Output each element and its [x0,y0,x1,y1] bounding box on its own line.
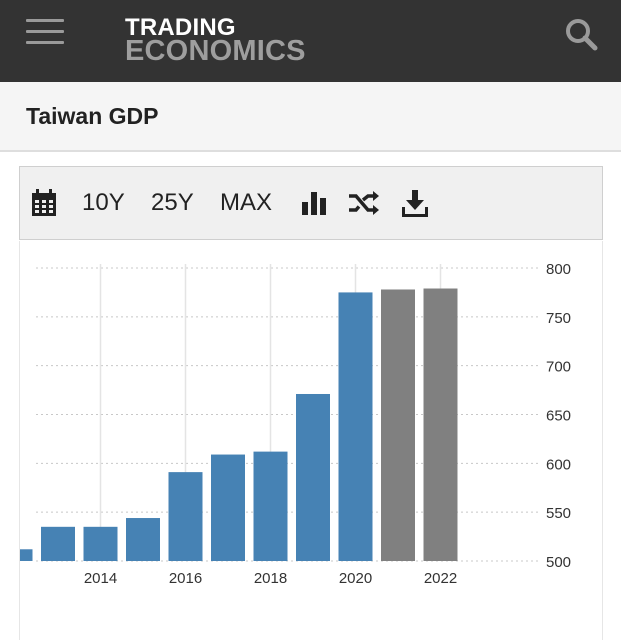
logo-top-text: TRADING [125,14,236,41]
forecast-bar [423,288,458,561]
range-10y-label: 10Y [82,189,125,216]
y-tick-label: 600 [546,456,571,473]
chart-toolbar: 10Y 25Y MAX [19,166,603,240]
gdp-bar [253,451,288,561]
y-tick-label: 700 [546,359,571,376]
shuffle-icon[interactable] [348,167,380,239]
range-10y-button[interactable]: 10Y [82,167,125,239]
page-title: Taiwan GDP [26,103,159,129]
gdp-bar [338,292,373,561]
gdp-bar-chart: 500 550 600 650 700 750 800 2014 2016 2018 2020 202… [20,261,571,587]
logo-bottom-text: ECONOMICS [125,35,306,67]
y-tick-label: 550 [546,505,571,522]
download-icon[interactable] [402,167,428,239]
y-tick-label: 650 [546,408,571,425]
x-tick-label: 2022 [424,570,457,587]
forecast-bar [381,289,415,561]
bar-chart-icon[interactable] [301,167,327,239]
range-max-label: MAX [220,189,273,216]
x-tick-label: 2018 [254,570,287,587]
gdp-bar [41,526,75,561]
gdp-bar [296,393,330,561]
y-tick-label: 800 [546,261,571,278]
x-tick-label: 2020 [339,570,372,587]
y-tick-label: 500 [546,554,571,571]
title-bar [0,82,621,152]
gdp-bar [126,518,160,561]
gdp-bar [211,454,245,561]
trading-economics-logo[interactable]: TRADING ECONOMICS [125,16,306,66]
gdp-bar [20,549,33,561]
hamburger-menu-icon[interactable] [26,19,64,45]
top-navigation-bar: TRADING ECONOMICS [0,0,621,82]
x-tick-label: 2014 [84,570,117,587]
gdp-bar [168,472,203,561]
y-tick-label: 750 [546,310,571,327]
chart-container: 500 550 600 650 700 750 800 2014 2016 2018 2020 202… [19,241,603,640]
x-tick-label: 2016 [169,570,202,587]
range-25y-button[interactable]: 25Y [151,167,194,239]
calendar-icon[interactable] [31,167,57,239]
gdp-bar [83,526,118,561]
search-icon[interactable] [562,16,602,56]
range-max-button[interactable]: MAX [220,167,272,239]
range-25y-label: 25Y [151,189,194,216]
